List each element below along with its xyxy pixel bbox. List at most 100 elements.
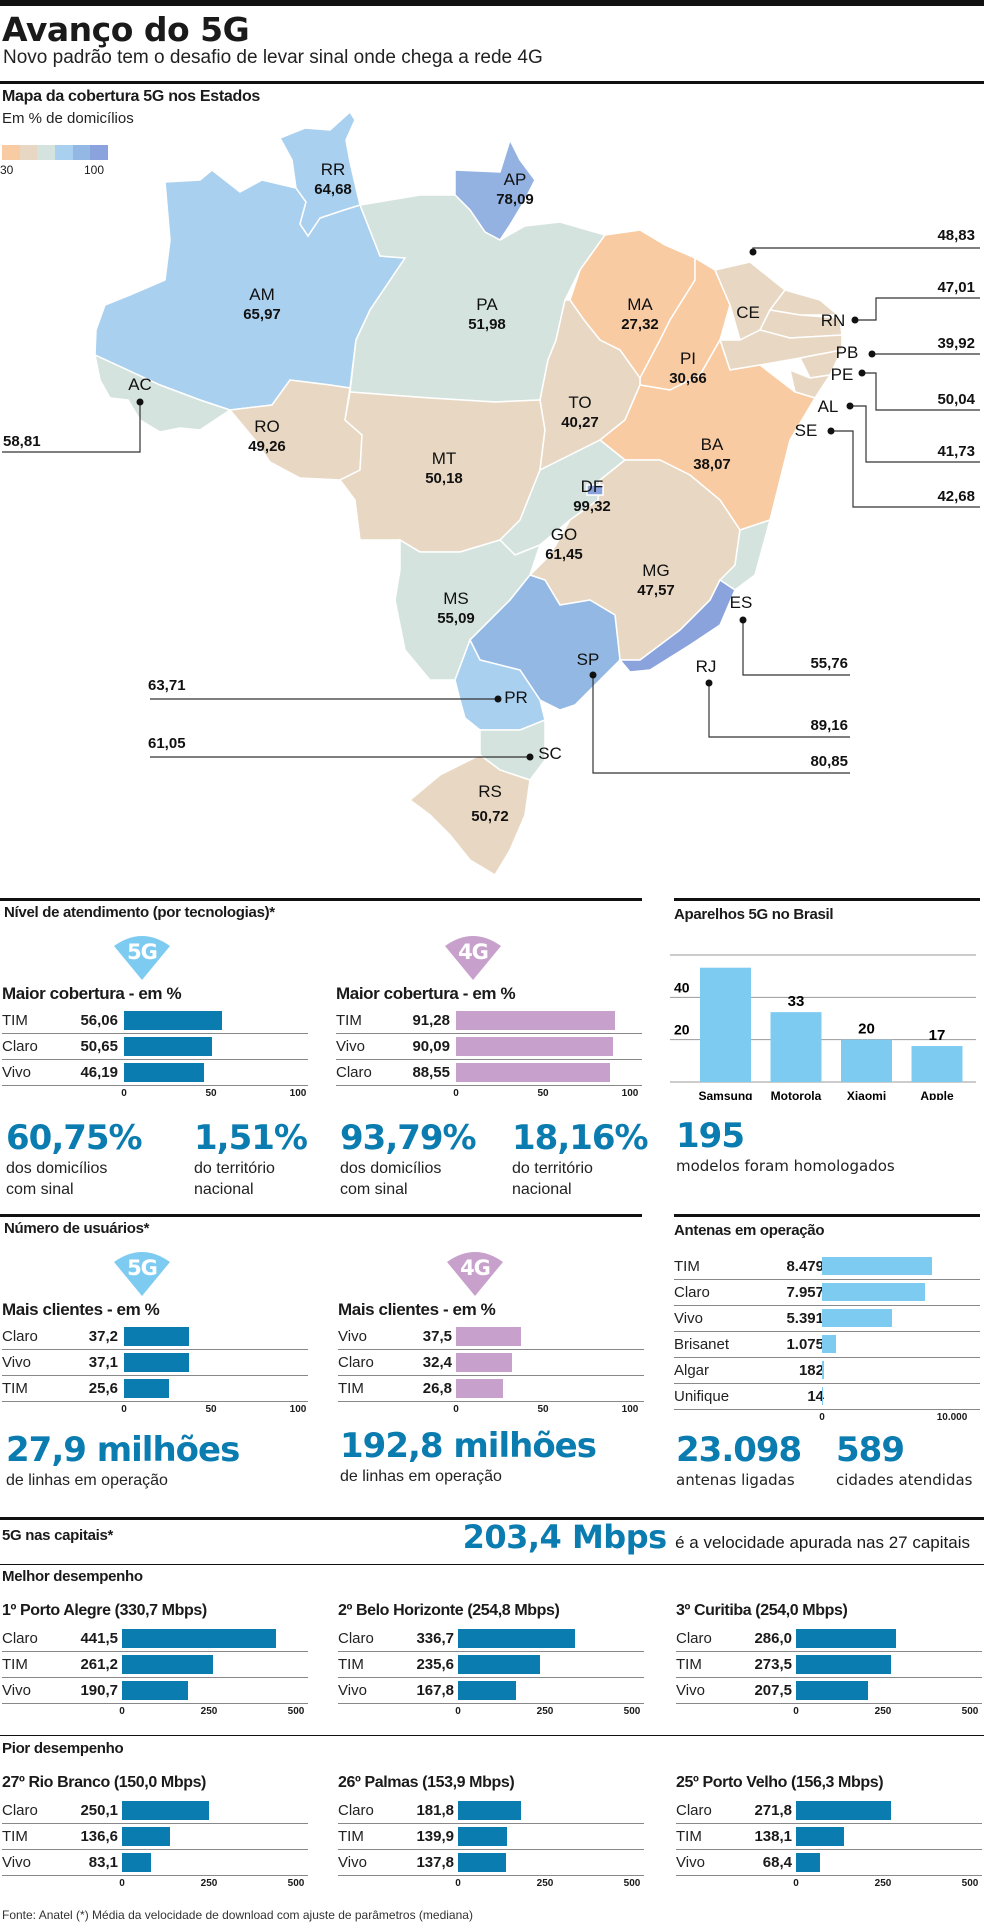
- axis-tick-label: 50: [205, 1404, 217, 1415]
- y-tick-label: 60: [674, 950, 690, 953]
- state-sp[interactable]: [469, 574, 621, 711]
- bar-row: Claro 50,65: [2, 1034, 308, 1060]
- bar-value: 56,06: [80, 1012, 118, 1029]
- bar-label: Vivo: [2, 1682, 31, 1699]
- axis-tick-label: 500: [623, 1878, 641, 1889]
- bar-value: 261,2: [80, 1656, 118, 1673]
- state-value: 80,85: [810, 753, 848, 770]
- bar-label: Vivo: [336, 1038, 365, 1055]
- bar: [122, 1853, 151, 1872]
- state-label: RN: [821, 311, 846, 330]
- aparelhos-title: Aparelhos 5G no Brasil: [674, 906, 834, 923]
- stat-models: 195 modelos foram homologados: [676, 1116, 895, 1177]
- x-axis: 0 250 500: [338, 1876, 644, 1892]
- stat-caption: dos domicílios: [340, 1160, 442, 1177]
- chart-title: Maior cobertura - em %: [2, 984, 182, 1003]
- bar-value: 91,28: [412, 1012, 450, 1029]
- bar-row: Claro 336,7: [338, 1626, 644, 1652]
- bar: [822, 1257, 933, 1275]
- chart-capital-best-1: 1º Porto Alegre (330,7 Mbps) Claro 441,5 TI…: [2, 1602, 308, 1720]
- axis-tick-label: 500: [623, 1706, 641, 1717]
- bar-value: 26,8: [422, 1380, 452, 1397]
- bar-label: Vivo: [2, 1854, 31, 1871]
- bar-row: Unifique 14: [674, 1384, 980, 1410]
- bar: [458, 1801, 522, 1820]
- state-value: 47,01: [937, 279, 975, 296]
- capitais-title: 5G nas capitais*: [2, 1527, 114, 1544]
- callout-dot: [858, 369, 866, 377]
- callout-line: [862, 372, 980, 411]
- state-label: SP: [577, 650, 600, 669]
- state-value: 55,76: [810, 655, 848, 672]
- state-label: PR: [504, 688, 528, 707]
- state-rs[interactable]: [408, 754, 531, 877]
- antenas-title: Antenas em operação: [674, 1222, 825, 1239]
- stat-number: 93,79%: [340, 1118, 477, 1158]
- bar-value: 167,8: [416, 1682, 454, 1699]
- bar-label: Unifique: [674, 1388, 730, 1405]
- bar-value: 137,8: [416, 1854, 454, 1871]
- state-value: 40,27: [561, 414, 599, 431]
- state-ac[interactable]: [93, 353, 232, 433]
- section-divider: [0, 81, 984, 84]
- stat-5g-territory: 1,51% do território nacional: [194, 1118, 308, 1200]
- bar: [911, 1046, 963, 1082]
- bar: [122, 1827, 170, 1846]
- axis-tick-label: 500: [961, 1706, 979, 1717]
- state-rn[interactable]: [768, 289, 841, 316]
- bar: [822, 1387, 823, 1405]
- state-se[interactable]: [788, 368, 832, 399]
- bar-value: 90,09: [412, 1038, 450, 1055]
- axis-tick-label: 0: [453, 1404, 459, 1415]
- bar: [124, 1037, 213, 1056]
- bar: [124, 1011, 222, 1030]
- state-rr[interactable]: [278, 110, 361, 238]
- bar: [822, 1361, 825, 1379]
- stat-caption: com sinal: [340, 1181, 408, 1198]
- bar-label: Claro: [676, 1630, 712, 1647]
- bar-label: TIM: [676, 1656, 702, 1673]
- bar-value: 136,6: [80, 1828, 118, 1845]
- callout-dot: [705, 679, 713, 687]
- bar-row: Vivo 83,1: [2, 1850, 308, 1876]
- bar: [456, 1037, 613, 1056]
- bar-label: Claro: [336, 1064, 372, 1081]
- state-rj[interactable]: [618, 578, 736, 673]
- bar-label: Claro: [674, 1284, 710, 1301]
- bar: [124, 1353, 189, 1372]
- state-label: MS: [443, 589, 469, 608]
- axis-tick-label: 0: [793, 1706, 799, 1717]
- axis-tick-label: 250: [874, 1878, 892, 1889]
- state-df[interactable]: [586, 484, 604, 496]
- bar-label: Claro: [2, 1328, 38, 1345]
- state-label: PB: [836, 343, 859, 362]
- chart-capital-worst-1: 27º Rio Branco (150,0 Mbps) Claro 250,1 TIM…: [2, 1774, 308, 1892]
- bar-label: Claro: [2, 1630, 38, 1647]
- bar: [796, 1655, 892, 1674]
- bar-row: TIM 261,2: [2, 1652, 308, 1678]
- legend-min-label: 30: [0, 163, 14, 177]
- stat-4g-lines: 192,8 milhões de linhas em operação: [340, 1426, 597, 1487]
- bar-value: 190,7: [80, 1682, 118, 1699]
- state-label: AC: [128, 375, 152, 394]
- bar: [458, 1655, 540, 1674]
- data-label: 17: [929, 1027, 946, 1044]
- legend-swatch: [90, 145, 109, 160]
- callout-line: [752, 247, 980, 252]
- bar-row: Vivo 68,4: [676, 1850, 982, 1876]
- stat-caption: dos domicílios: [6, 1160, 108, 1177]
- bar-row: Claro 37,2: [2, 1324, 308, 1350]
- bar: [700, 967, 751, 1082]
- headline-text: é a velocidade apurada nas 27 capitais: [675, 1533, 970, 1552]
- state-label: AL: [818, 397, 839, 416]
- badge-4g-icon: 4G: [445, 1248, 505, 1298]
- x-tick-label: Samsung: [698, 1089, 752, 1100]
- state-value: 30,66: [669, 370, 707, 387]
- stat-5g-households: 60,75% dos domicílios com sinal: [6, 1118, 143, 1200]
- top-rule: [0, 0, 984, 6]
- bar-row: TIM 8.479: [674, 1254, 980, 1280]
- bar-value: 68,4: [762, 1854, 792, 1871]
- bar: [456, 1011, 615, 1030]
- axis-tick-label: 50: [537, 1404, 549, 1415]
- chart-antenas: TIM 8.479 Claro 7.957 Vivo 5.391 Brisanet 1.075…: [674, 1254, 980, 1426]
